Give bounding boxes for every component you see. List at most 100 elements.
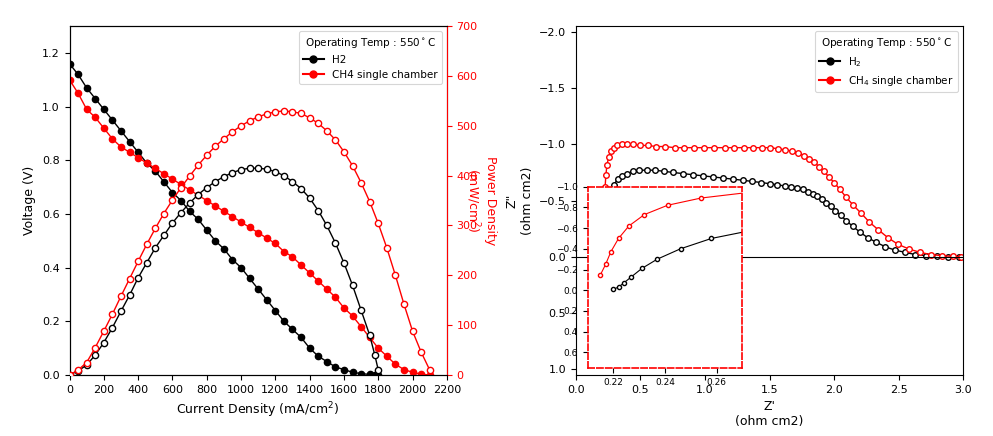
CH$_4$ single chamber	[608, 145, 620, 150]
H2	[269, 308, 281, 313]
CH4 single chamber	[278, 249, 290, 254]
CH4 single chamber	[106, 136, 118, 141]
CH4 single chamber	[193, 193, 205, 198]
CH4 single chamber	[149, 166, 161, 171]
CH4 single chamber	[398, 367, 410, 372]
CH4 single chamber	[287, 254, 299, 259]
Line: H2: H2	[67, 61, 381, 378]
CH4 single chamber	[269, 241, 281, 246]
CH4 single chamber	[72, 91, 84, 96]
H2	[149, 168, 161, 174]
CH4 single chamber	[210, 203, 221, 208]
CH4 single chamber	[424, 372, 436, 378]
H$_2$	[899, 250, 911, 255]
H2	[278, 319, 290, 324]
H2	[80, 85, 92, 91]
CH4 single chamber	[363, 335, 375, 340]
Y-axis label: Z"
(ohm cm2): Z" (ohm cm2)	[505, 167, 533, 235]
X-axis label: Current Density (mA/cm$^2$): Current Density (mA/cm$^2$)	[177, 400, 340, 420]
CH4 single chamber	[347, 313, 358, 319]
CH$_4$ single chamber	[955, 254, 967, 259]
CH4 single chamber	[312, 279, 324, 284]
CH4 single chamber	[304, 270, 316, 276]
CH4 single chamber	[175, 182, 187, 187]
H2	[235, 265, 247, 270]
CH4 single chamber	[80, 107, 92, 112]
H2	[252, 286, 264, 292]
CH4 single chamber	[338, 305, 350, 310]
H2	[321, 359, 333, 364]
Legend: H$_2$, CH$_4$ single chamber: H$_2$, CH$_4$ single chamber	[815, 31, 958, 92]
CH4 single chamber	[158, 171, 170, 176]
H$_2$	[942, 254, 954, 259]
H2	[330, 364, 342, 370]
CH4 single chamber	[167, 177, 179, 182]
CH$_4$ single chamber	[598, 237, 610, 242]
H2	[210, 238, 221, 243]
H2	[304, 345, 316, 351]
Y-axis label: Voltage (V): Voltage (V)	[24, 166, 37, 235]
CH4 single chamber	[235, 219, 247, 225]
CH4 single chamber	[64, 77, 75, 82]
Legend: H2, CH4 single chamber: H2, CH4 single chamber	[299, 31, 442, 84]
H2	[72, 72, 84, 77]
CH4 single chamber	[372, 345, 384, 351]
H2	[368, 372, 380, 377]
H$_2$	[599, 253, 611, 258]
H2	[98, 107, 110, 112]
H2	[338, 367, 350, 372]
H2	[372, 372, 384, 378]
H2	[355, 371, 367, 376]
Y-axis label: Power Density
(mW/cm$^2$): Power Density (mW/cm$^2$)	[464, 156, 497, 245]
H2	[89, 96, 101, 101]
Line: CH$_4$ single chamber: CH$_4$ single chamber	[601, 142, 964, 259]
H2	[115, 128, 127, 133]
H2	[312, 354, 324, 359]
H$_2$	[953, 254, 965, 259]
CH4 single chamber	[243, 225, 255, 230]
H$_2$	[697, 173, 709, 178]
CH4 single chamber	[252, 230, 264, 235]
H2	[123, 139, 135, 144]
CH4 single chamber	[201, 198, 213, 203]
H$_2$	[602, 209, 614, 215]
CH4 single chamber	[184, 187, 196, 192]
CH4 single chamber	[381, 354, 393, 359]
H2	[243, 276, 255, 281]
CH$_4$ single chamber	[792, 151, 804, 156]
H2	[141, 160, 153, 166]
H2	[158, 179, 170, 184]
CH$_4$ single chamber	[798, 153, 810, 158]
CH4 single chamber	[261, 235, 273, 241]
CH4 single chamber	[295, 262, 307, 268]
Line: CH4 single chamber: CH4 single chamber	[67, 77, 433, 378]
H2	[201, 228, 213, 233]
H2	[64, 61, 75, 66]
CH4 single chamber	[115, 144, 127, 150]
H2	[193, 217, 205, 222]
CH$_4$ single chamber	[780, 147, 791, 153]
H$_2$	[634, 167, 645, 173]
CH4 single chamber	[132, 155, 144, 160]
H2	[184, 209, 196, 214]
X-axis label: Z'
(ohm cm2): Z' (ohm cm2)	[736, 400, 803, 428]
H$_2$	[627, 169, 638, 174]
CH4 single chamber	[355, 324, 367, 329]
H2	[363, 372, 375, 377]
CH4 single chamber	[98, 126, 110, 131]
H2	[167, 190, 179, 195]
CH4 single chamber	[330, 295, 342, 300]
CH4 single chamber	[123, 150, 135, 155]
H$_2$	[612, 177, 624, 182]
CH4 single chamber	[141, 160, 153, 166]
H2	[132, 150, 144, 155]
H2	[175, 198, 187, 203]
CH4 single chamber	[406, 370, 418, 375]
H2	[261, 297, 273, 303]
CH$_4$ single chamber	[818, 169, 830, 174]
Line: H$_2$: H$_2$	[602, 167, 962, 259]
H2	[226, 257, 238, 262]
CH4 single chamber	[217, 209, 229, 214]
CH4 single chamber	[321, 286, 333, 292]
H2	[106, 117, 118, 123]
